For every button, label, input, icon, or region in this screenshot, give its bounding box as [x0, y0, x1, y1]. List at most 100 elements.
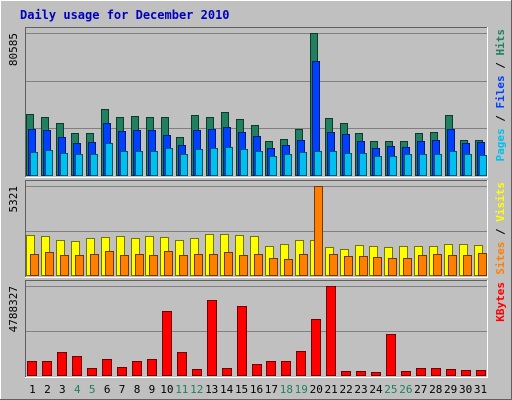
bar-kbytes: [461, 370, 471, 376]
bar-kbytes: [371, 372, 381, 376]
bar-pages: [464, 154, 472, 176]
bar-pages: [359, 153, 367, 176]
bar-sites: [239, 255, 248, 276]
day-label: 21: [325, 383, 338, 396]
day-label: 28: [429, 383, 442, 396]
day-label: 23: [354, 383, 367, 396]
bar-kbytes: [446, 369, 456, 376]
bar-sites: [344, 256, 353, 276]
bar-sites: [105, 251, 114, 276]
series-sites: [30, 186, 487, 276]
legend-entry: Files: [494, 75, 507, 108]
bar-pages: [344, 153, 352, 176]
day-label: 15: [235, 383, 248, 396]
bar-sites: [135, 254, 144, 276]
bar-pages: [90, 154, 98, 176]
bar-sites: [478, 253, 487, 276]
bar-pages: [479, 155, 487, 176]
bar-pages: [284, 154, 292, 176]
chart-panels: 80585 Pages / Files / Hits 5321 Sites / Vis…: [7, 27, 507, 378]
bar-sites: [284, 259, 293, 276]
bar-sites: [45, 252, 54, 276]
bar-sites: [314, 186, 323, 276]
bar-pages: [60, 153, 68, 176]
series-pages: [30, 143, 487, 176]
bar-sites: [179, 255, 188, 276]
bar-kbytes: [416, 368, 426, 376]
legend-entry: KBytes: [494, 282, 507, 322]
day-label: 10: [160, 383, 173, 396]
bar-kbytes: [281, 361, 291, 376]
bar-sites: [149, 255, 158, 276]
bar-pages: [150, 151, 158, 176]
day-label: 29: [444, 383, 457, 396]
bar-pages: [210, 148, 218, 176]
day-label: 9: [149, 383, 156, 396]
bar-sites: [75, 255, 84, 276]
bar-kbytes: [27, 361, 37, 376]
bar-kbytes: [431, 368, 441, 376]
bar-pages: [240, 149, 248, 176]
day-label: 8: [134, 383, 141, 396]
bar-sites: [30, 254, 39, 276]
bar-kbytes: [252, 364, 262, 376]
bar-sites: [463, 255, 472, 276]
bar-kbytes: [296, 351, 306, 376]
day-label: 27: [414, 383, 427, 396]
bar-kbytes: [57, 352, 67, 376]
bar-kbytes: [87, 368, 97, 376]
bar-pages: [255, 151, 263, 176]
panel-kbytes-max-label: 4788327: [7, 286, 20, 332]
bar-sites: [254, 254, 263, 276]
bar-pages: [105, 143, 113, 176]
day-label: 12: [190, 383, 203, 396]
bar-sites: [90, 254, 99, 276]
bar-sites: [418, 255, 427, 276]
bar-pages: [374, 156, 382, 176]
bar-pages: [30, 152, 38, 176]
bar-kbytes: [102, 359, 112, 376]
bar-pages: [269, 156, 277, 176]
bar-pages: [120, 151, 128, 176]
bar-kbytes: [222, 368, 232, 376]
day-label: 3: [59, 383, 66, 396]
day-label: 18: [280, 383, 293, 396]
bar-kbytes: [341, 371, 351, 376]
day-label: 22: [339, 383, 352, 396]
bar-pages: [75, 154, 83, 176]
panel-hits: 80585 Pages / Files / Hits: [7, 27, 507, 178]
bar-pages: [314, 151, 322, 176]
bar-sites: [359, 256, 368, 276]
day-label: 11: [175, 383, 188, 396]
bar-pages: [419, 154, 427, 176]
day-label: 14: [220, 383, 234, 396]
bar-kbytes: [132, 361, 142, 376]
bar-pages: [180, 154, 188, 176]
panel-kbytes-legend: KBytes: [494, 282, 507, 322]
bar-sites: [60, 255, 69, 276]
bar-sites: [164, 251, 173, 276]
x-axis-day-labels: 1 2 3 4 5 6 7 8 9 10 11 12 13 14 15 16 17 18 19 20 21 22 23 24 2…: [29, 383, 487, 396]
day-label: 4: [74, 383, 81, 396]
bar-sites: [269, 258, 278, 276]
series-kbytes: [27, 286, 486, 376]
panel-visits-legend: Sites / Visits: [494, 182, 507, 275]
bar-kbytes: [401, 371, 411, 376]
day-label: 13: [205, 383, 218, 396]
legend-entry: Hits: [494, 29, 507, 56]
bar-kbytes: [237, 306, 247, 376]
bar-pages: [389, 156, 397, 176]
day-label: 17: [265, 383, 278, 396]
bar-sites: [433, 254, 442, 276]
panel-visits: 5321 Sites / Visits: [7, 180, 507, 278]
day-label: 30: [459, 383, 472, 396]
day-label: 6: [104, 383, 111, 396]
bar-kbytes: [356, 371, 366, 376]
bar-kbytes: [162, 311, 172, 376]
legend-entry: /: [494, 109, 507, 129]
bar-sites: [224, 252, 233, 276]
bar-kbytes: [266, 361, 276, 376]
legend-entry: /: [494, 222, 507, 242]
